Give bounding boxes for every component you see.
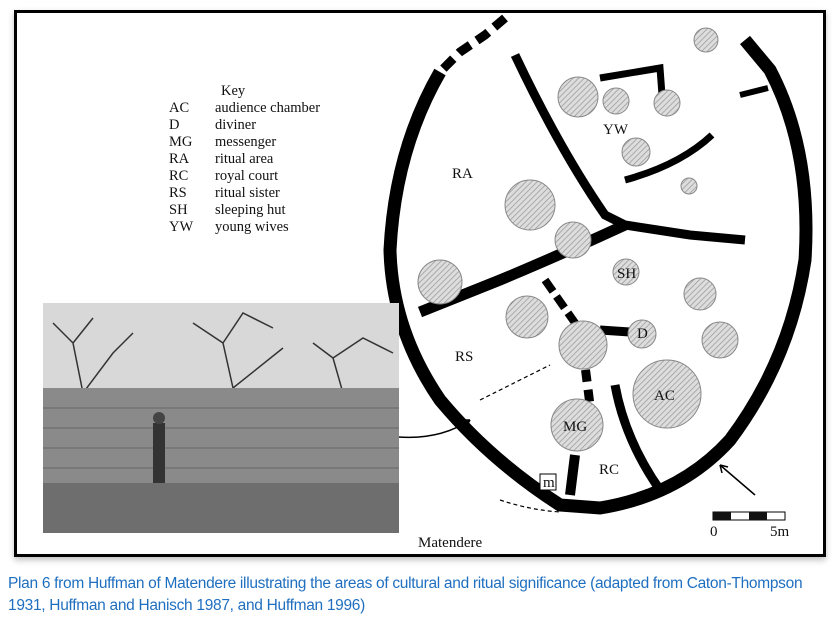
photo-pointer	[397, 419, 471, 439]
inner-wall	[510, 53, 746, 245]
key-entry: SH sleeping hut	[169, 202, 286, 218]
label-m: m	[543, 475, 555, 491]
label-yw: YW	[603, 122, 629, 138]
figure-caption: Plan 6 from Huffman of Matendere illustr…	[8, 575, 803, 614]
label-sh: SH	[617, 266, 636, 282]
key-entry: RC royal court	[169, 168, 279, 184]
outer-wall	[383, 35, 813, 515]
label-d: D	[637, 326, 648, 342]
label-rc: RC	[599, 462, 619, 478]
key-entry: RS ritual sister	[169, 185, 280, 201]
outer-wall-dashed	[436, 14, 508, 76]
label-rs: RS	[455, 349, 473, 365]
key-title: Key	[221, 83, 246, 99]
label-ac: AC	[654, 388, 675, 404]
site-plan: RA YW SH RS D AC MG RC m Matendere 0 5m	[383, 14, 813, 551]
label-ra: RA	[452, 166, 473, 182]
person-figure	[153, 423, 165, 483]
figure-frame: RA YW SH RS D AC MG RC m Matendere 0 5m …	[14, 10, 826, 557]
hut-circles	[417, 27, 739, 452]
arrow-icon	[719, 464, 756, 496]
key-entry: AC audience chamber	[169, 100, 321, 116]
label-mg: MG	[563, 419, 587, 435]
site-photo	[43, 303, 399, 533]
scale-end: 5m	[770, 524, 790, 540]
scale-start: 0	[710, 524, 718, 540]
key-entry: MG messenger	[169, 134, 277, 150]
key-entry: RA ritual area	[169, 151, 274, 167]
site-name: Matendere	[418, 535, 482, 551]
key-entry: YW young wives	[169, 219, 289, 235]
